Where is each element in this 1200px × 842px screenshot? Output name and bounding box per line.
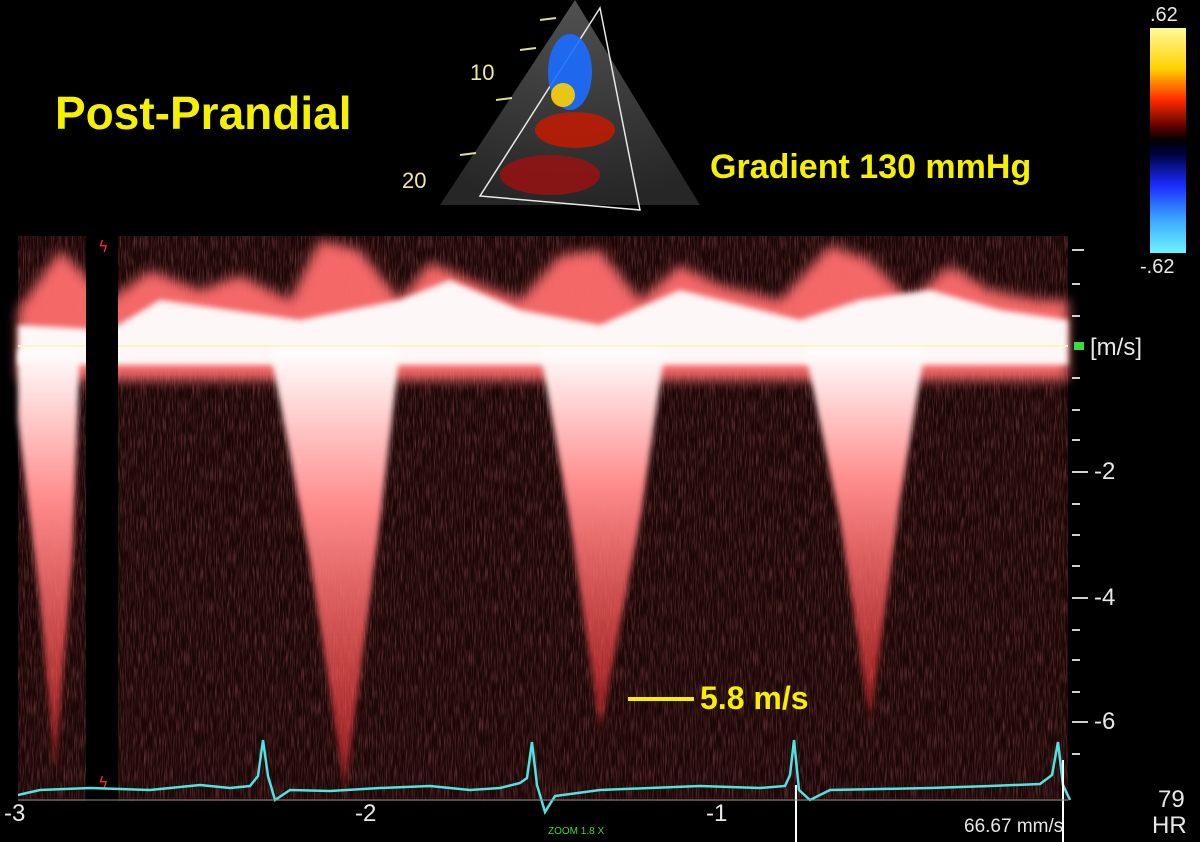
velocity-axis <box>1072 249 1088 755</box>
peak-velocity-marker <box>628 697 694 701</box>
condition-label: Post-Prandial <box>55 87 352 139</box>
systolic-jet-3 <box>540 350 665 730</box>
systolic-jet-1 <box>18 350 80 770</box>
color-scale-bar <box>1150 28 1186 253</box>
echo-sector-image <box>440 0 700 211</box>
sweep-speed-label: 66.67 mm/s <box>964 816 1064 837</box>
time-tick-label: -3 <box>4 800 26 827</box>
color-scale-top: .62 <box>1150 4 1178 26</box>
systolic-jet-2 <box>270 350 400 790</box>
velocity-tick-label: -6 <box>1094 708 1116 735</box>
signal-gap <box>86 236 118 801</box>
velocity-unit-label: [m/s] <box>1090 334 1142 361</box>
ecg-trace <box>17 739 1072 816</box>
heart-rate-label: HR <box>1152 812 1187 839</box>
depth-marker-20: 20 <box>402 168 427 193</box>
time-tick-label: -2 <box>355 800 377 827</box>
heart-rate-value: 79 <box>1158 786 1185 813</box>
peak-velocity-label: 5.8 m/s <box>700 680 809 716</box>
systolic-jets <box>18 350 925 790</box>
velocity-tick-label: -2 <box>1094 458 1116 485</box>
trigger-marker-top: ϟ <box>98 237 109 256</box>
velocity-tick-label: -4 <box>1094 584 1116 611</box>
baseline-marker <box>1074 342 1084 350</box>
zoom-indicator: ZOOM 1.8 X <box>548 826 605 837</box>
gradient-label: Gradient 130 mmHg <box>710 148 1032 186</box>
trigger-marker-bottom: ϟ <box>98 773 109 792</box>
systolic-jet-4 <box>805 350 925 720</box>
forward-flow-core <box>18 280 1068 365</box>
time-tick-label: -1 <box>706 800 728 827</box>
depth-marker-10: 10 <box>470 60 495 85</box>
color-scale-bottom: -.62 <box>1140 256 1175 278</box>
